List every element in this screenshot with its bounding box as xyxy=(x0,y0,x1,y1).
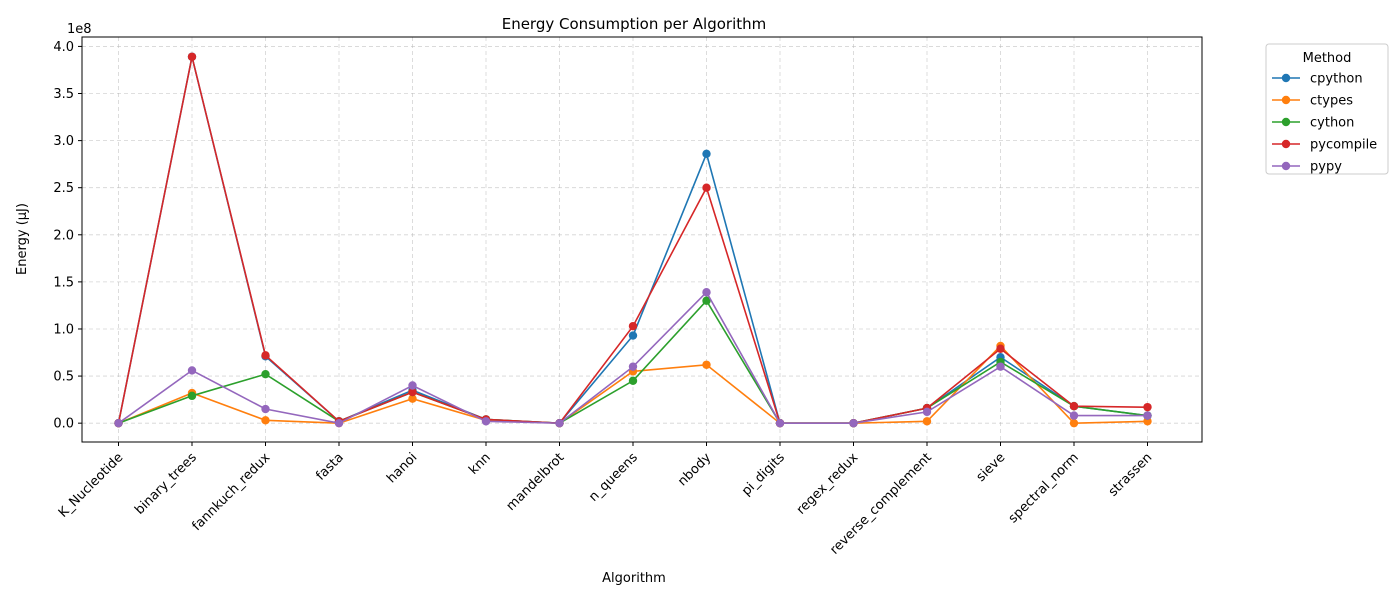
x-tick-label: regex_redux xyxy=(794,450,862,518)
data-point xyxy=(702,183,711,192)
x-tick-label: hanoi xyxy=(384,450,420,486)
y-tick-label: 2.5 xyxy=(53,181,74,196)
data-point xyxy=(187,391,197,401)
y-tick-label: 4.0 xyxy=(53,40,74,55)
x-tick-label: strassen xyxy=(1106,450,1155,499)
x-tick-label: binary_trees xyxy=(132,450,200,518)
legend-marker xyxy=(1281,139,1291,149)
y-axis-label: Energy (µJ) xyxy=(15,203,30,275)
legend: Method cpython ctypes cython pycompile pypy xyxy=(1265,43,1389,175)
data-point xyxy=(628,376,638,385)
data-point xyxy=(187,52,197,61)
x-tick-label: pi_digits xyxy=(739,450,788,499)
data-point xyxy=(408,381,417,390)
x-tick-label: K_Nucleotide xyxy=(56,450,126,520)
series-pypy xyxy=(114,288,1152,428)
y-axis-ticks: 0.0 0.5 1.0 1.5 2.0 2.5 3.0 3.5 4.0 xyxy=(53,40,82,432)
data-point xyxy=(702,149,711,158)
legend-marker xyxy=(1281,117,1291,127)
legend-marker xyxy=(1281,95,1291,105)
data-point xyxy=(628,331,638,340)
data-point xyxy=(1143,411,1152,420)
data-point xyxy=(1069,411,1079,420)
legend-label: pypy xyxy=(1310,160,1342,175)
data-point xyxy=(1069,418,1079,428)
data-point xyxy=(628,362,638,371)
data-point xyxy=(702,360,711,369)
data-point xyxy=(849,418,858,428)
data-point xyxy=(555,418,564,428)
data-point xyxy=(114,418,123,428)
series-layer xyxy=(114,52,1152,428)
data-point xyxy=(408,394,417,403)
data-point xyxy=(261,369,270,379)
data-point xyxy=(408,387,417,397)
y-tick-label: 1.0 xyxy=(53,322,74,337)
x-tick-label: spectral_norm xyxy=(1006,450,1082,526)
legend-marker xyxy=(1281,161,1291,171)
data-point xyxy=(775,418,785,428)
x-tick-label: fasta xyxy=(313,450,347,484)
x-tick-label: knn xyxy=(466,450,494,478)
x-tick-label: mandelbrot xyxy=(504,450,568,514)
y-tick-label: 3.0 xyxy=(53,134,74,149)
legend-marker xyxy=(1281,73,1291,83)
data-point xyxy=(702,296,711,305)
chart-title: Energy Consumption per Algorithm xyxy=(502,15,767,33)
legend-label: cpython xyxy=(1310,72,1363,87)
plot-frame xyxy=(81,36,1203,443)
x-tick-label: sieve xyxy=(974,450,1009,485)
legend-box xyxy=(1265,43,1389,175)
data-point xyxy=(481,417,491,426)
y-tick-label: 1.5 xyxy=(53,275,74,290)
y-tick-label: 0.5 xyxy=(53,370,74,385)
y-tick-label: 0.0 xyxy=(53,417,74,432)
legend-label: ctypes xyxy=(1310,94,1353,109)
data-point xyxy=(261,416,270,425)
legend-title: Method xyxy=(1303,51,1352,66)
data-point xyxy=(1069,402,1079,411)
x-axis-label: Algorithm xyxy=(602,571,666,586)
legend-label: cython xyxy=(1310,116,1354,131)
data-point xyxy=(261,404,270,414)
data-point xyxy=(187,366,197,375)
data-point xyxy=(996,344,1005,353)
x-tick-label: fannkuch_redux xyxy=(190,450,274,534)
legend-label: pycompile xyxy=(1310,138,1377,153)
y-offset-label: 1e8 xyxy=(67,22,92,37)
data-point xyxy=(702,288,711,297)
data-point xyxy=(261,351,270,360)
y-tick-label: 3.5 xyxy=(53,87,74,102)
data-point xyxy=(996,362,1005,371)
data-point xyxy=(1143,402,1152,412)
x-tick-label: nbody xyxy=(675,450,714,489)
data-point xyxy=(628,321,638,331)
data-point xyxy=(922,417,932,426)
data-point xyxy=(334,418,344,428)
y-tick-label: 2.0 xyxy=(53,228,74,243)
data-point xyxy=(922,407,932,417)
legend-items: cpython ctypes cython pycompile pypy xyxy=(1272,72,1377,175)
x-tick-label: n_queens xyxy=(586,450,641,505)
